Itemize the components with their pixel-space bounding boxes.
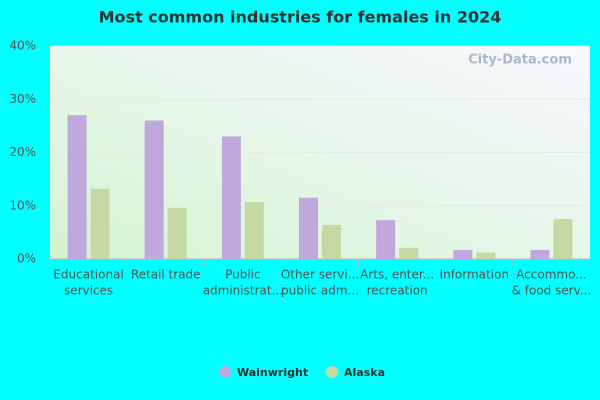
x-tick-label: & food serv... — [512, 284, 592, 298]
x-tick-label: public adm... — [281, 284, 359, 298]
legend-marker — [326, 366, 338, 378]
x-tick-label: Accommo... — [516, 268, 587, 282]
y-tick-label: 30% — [9, 92, 36, 106]
x-tick-label: administrat... — [203, 284, 283, 298]
bar — [167, 207, 187, 259]
x-tick-label: recreation — [367, 284, 428, 298]
bar — [553, 219, 573, 259]
x-tick-label: Educational — [53, 268, 123, 282]
bar — [322, 224, 341, 259]
bar — [453, 249, 473, 259]
watermark: City-Data.com — [468, 53, 572, 68]
legend-label: Alaska — [344, 366, 385, 379]
x-tick-label: Other servi... — [281, 268, 359, 282]
x-tick-label: Information — [440, 268, 509, 282]
legend-label: Wainwright — [237, 366, 308, 379]
chart-title: Most common industries for females in 20… — [99, 8, 502, 27]
bar — [67, 115, 87, 259]
y-tick-label: 40% — [9, 39, 36, 53]
bar — [90, 188, 110, 259]
legend-marker — [219, 366, 231, 378]
x-tick-label: Public — [225, 268, 261, 282]
x-tick-label: Retail trade — [131, 268, 201, 282]
bar — [399, 247, 419, 259]
bar — [530, 249, 550, 259]
bar — [299, 197, 318, 259]
bar — [221, 136, 241, 259]
x-tick-label: Arts, enter... — [360, 268, 434, 282]
y-tick-label: 20% — [9, 145, 36, 159]
bar — [144, 120, 164, 259]
y-tick-label: 0% — [17, 252, 36, 266]
bar — [376, 220, 396, 259]
bar — [476, 252, 496, 259]
y-tick-label: 10% — [9, 198, 36, 212]
bar — [244, 202, 264, 259]
x-tick-label: services — [64, 284, 113, 298]
